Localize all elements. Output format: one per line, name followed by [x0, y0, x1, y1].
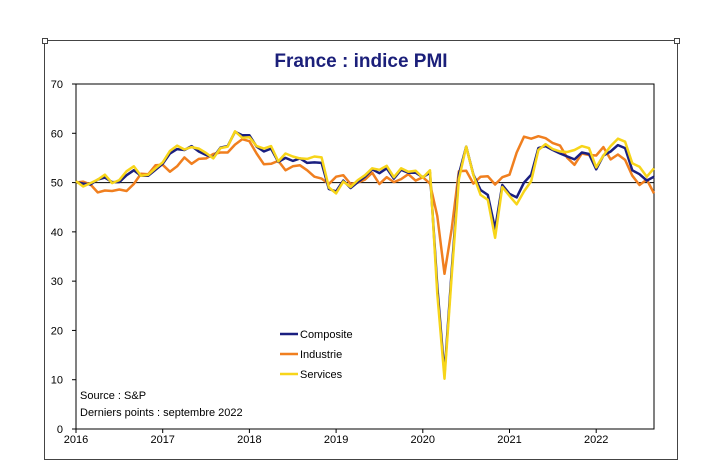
legend-label-composite: Composite	[300, 329, 353, 341]
x-tick-label: 2018	[237, 434, 261, 446]
x-tick-label: 2019	[324, 434, 348, 446]
x-tick-label: 2022	[584, 434, 608, 446]
plot-area	[75, 83, 655, 430]
y-tick-label: 60	[51, 128, 63, 140]
frame-handle-top-right	[674, 38, 680, 44]
y-tick-label: 20	[51, 325, 63, 337]
source-line-1: Source : S&P	[80, 390, 146, 402]
y-tick-label: 0	[57, 424, 63, 436]
series-line-services	[75, 130, 655, 380]
x-tick-label: 2020	[411, 434, 435, 446]
legend: Composite Industrie Services	[280, 329, 353, 381]
source-line-2: Derniers points : septembre 2022	[80, 407, 243, 419]
legend-label-services: Services	[300, 369, 343, 381]
y-tick-label: 40	[51, 227, 63, 239]
source-note: Source : S&P Derniers points : septembre…	[80, 390, 243, 419]
chart-title: France : indice PMI	[274, 51, 447, 72]
frame-handle-top-left	[42, 38, 48, 44]
x-tick-label: 2021	[497, 434, 521, 446]
x-axis: 2016 2017 2018 2019 2020 2021 2022	[64, 429, 608, 446]
y-axis: 0 10 20 30 40 50 60 70	[51, 79, 76, 436]
y-tick-label: 70	[51, 79, 63, 91]
y-tick-label: 50	[51, 178, 63, 190]
y-tick-label: 10	[51, 375, 63, 387]
x-tick-label: 2016	[64, 434, 88, 446]
image-frame	[42, 38, 680, 460]
series-line-industrie	[75, 134, 656, 276]
series-lines	[75, 130, 656, 380]
x-tick-label: 2017	[150, 434, 174, 446]
legend-label-industrie: Industrie	[300, 349, 342, 361]
y-tick-label: 30	[51, 276, 63, 288]
